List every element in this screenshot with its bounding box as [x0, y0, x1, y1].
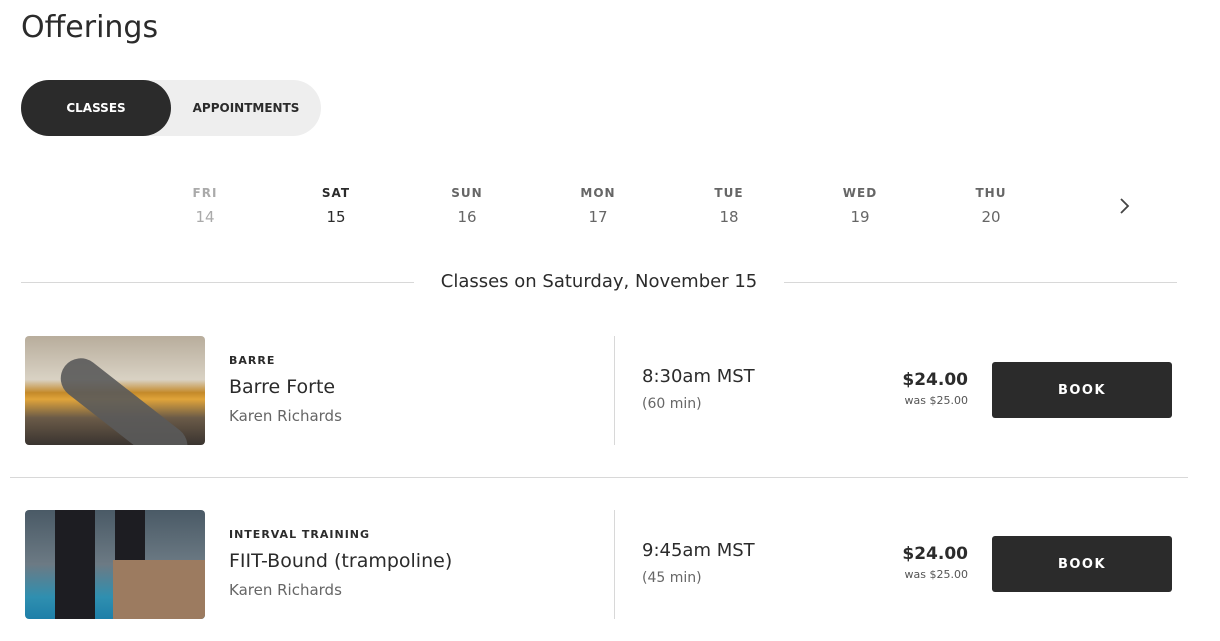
day-date: 17 — [588, 208, 608, 226]
divider — [21, 282, 414, 283]
divider — [784, 282, 1177, 283]
class-row: INTERVAL TRAINING FIIT-Bound (trampoline… — [0, 510, 1220, 620]
tab-classes[interactable]: CLASSES — [21, 80, 171, 136]
day-name: SUN — [451, 186, 483, 200]
day-sat[interactable]: SAT 15 — [296, 186, 376, 226]
day-date: 15 — [326, 208, 346, 226]
divider — [614, 510, 615, 619]
page-title: Offerings — [21, 10, 159, 45]
day-name: SAT — [321, 186, 351, 200]
class-time: 9:45am MST — [642, 540, 755, 561]
day-date: 20 — [981, 208, 1001, 226]
class-instructor[interactable]: Karen Richards — [229, 581, 342, 599]
day-name: FRI — [192, 186, 218, 200]
offerings-toggle: CLASSES APPOINTMENTS — [21, 80, 321, 136]
class-original-price: was $25.00 — [904, 568, 968, 581]
day-wed[interactable]: WED 19 — [820, 186, 900, 226]
day-fri[interactable]: FRI 14 — [165, 186, 245, 226]
tab-appointments[interactable]: APPOINTMENTS — [192, 101, 300, 115]
section-heading: Classes on Saturday, November 15 — [440, 271, 758, 292]
day-mon[interactable]: MON 17 — [558, 186, 638, 226]
class-duration: (60 min) — [642, 396, 702, 412]
day-sun[interactable]: SUN 16 — [427, 186, 507, 226]
day-tue[interactable]: TUE 18 — [689, 186, 769, 226]
class-duration: (45 min) — [642, 570, 702, 586]
class-name[interactable]: Barre Forte — [229, 376, 336, 398]
class-category: INTERVAL TRAINING — [229, 528, 371, 541]
day-name: WED — [842, 186, 878, 200]
day-name: TUE — [714, 186, 744, 200]
day-name: MON — [580, 186, 616, 200]
class-original-price: was $25.00 — [904, 394, 968, 407]
day-date: 14 — [195, 208, 215, 226]
day-date: 18 — [719, 208, 739, 226]
row-divider — [10, 477, 1188, 478]
day-date: 16 — [457, 208, 477, 226]
day-thu[interactable]: THU 20 — [951, 186, 1031, 226]
day-date: 19 — [850, 208, 870, 226]
class-time: 8:30am MST — [642, 366, 755, 387]
book-button[interactable]: BOOK — [992, 362, 1172, 418]
day-name: THU — [975, 186, 1007, 200]
chevron-right-icon[interactable] — [1114, 194, 1134, 218]
class-row: BARRE Barre Forte Karen Richards 8:30am … — [0, 336, 1220, 446]
class-price: $24.00 — [902, 370, 968, 390]
class-price: $24.00 — [902, 544, 968, 564]
class-image — [25, 336, 205, 445]
divider — [614, 336, 615, 445]
class-image — [25, 510, 205, 619]
book-button[interactable]: BOOK — [992, 536, 1172, 592]
class-instructor[interactable]: Karen Richards — [229, 407, 342, 425]
class-name[interactable]: FIIT-Bound (trampoline) — [229, 550, 453, 572]
class-category: BARRE — [229, 354, 276, 367]
